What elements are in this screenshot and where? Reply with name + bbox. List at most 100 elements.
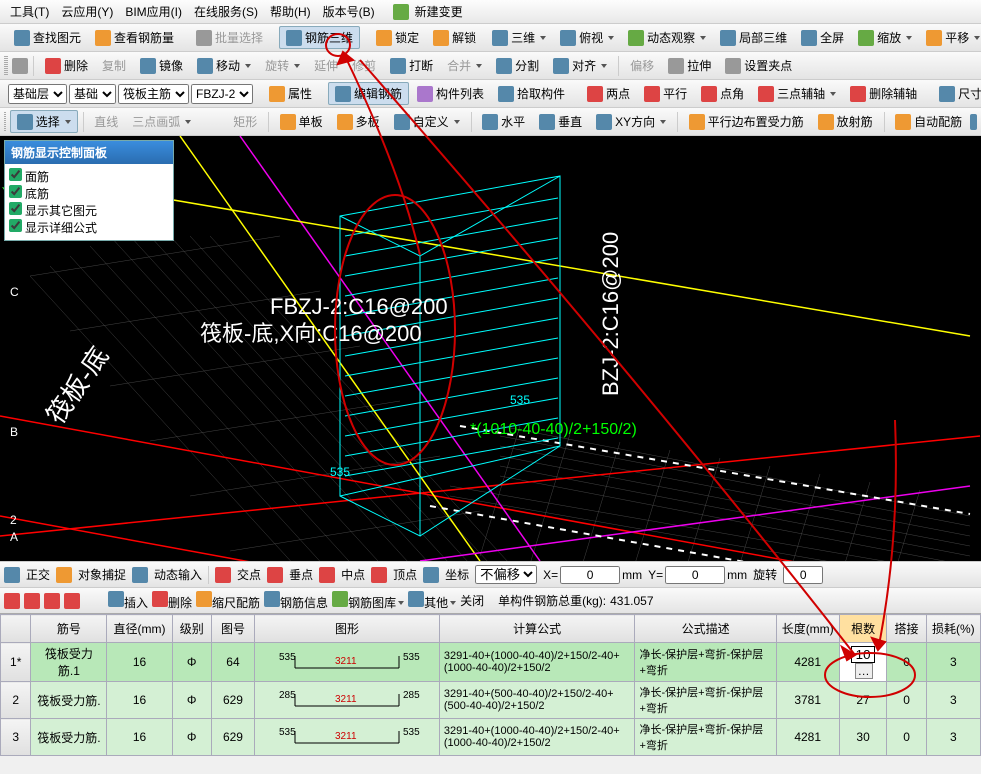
parallel-button[interactable]: 平行 xyxy=(638,83,693,104)
dyn-label[interactable]: 动态输入 xyxy=(154,566,202,583)
xy-dir-button[interactable]: XY方向 xyxy=(590,111,672,132)
line-button[interactable]: 直线 xyxy=(88,111,124,132)
panel-check-2[interactable]: 显示其它图元 xyxy=(9,202,169,219)
rebar-grid[interactable]: 筋号 直径(mm) 级别 图号 图形 计算公式 公式描述 长度(mm) 根数 搭… xyxy=(0,613,981,756)
floor-combo[interactable]: 基础层 xyxy=(8,84,67,104)
merge-button[interactable]: 合并 xyxy=(441,55,488,76)
view-rebar-qty-button[interactable]: 查看钢筋量 xyxy=(89,27,180,48)
single-slab-button[interactable]: 单板 xyxy=(274,111,329,132)
move-button[interactable]: 移动 xyxy=(191,55,257,76)
rect-button[interactable]: 矩形 xyxy=(227,111,263,132)
point-angle-button[interactable]: 点角 xyxy=(695,83,750,104)
find-element-button[interactable]: 查找图元 xyxy=(8,27,87,48)
mid-icon[interactable] xyxy=(319,567,335,583)
rebar-3d-button[interactable]: 钢筋三维 xyxy=(279,26,360,49)
parallel-edge-button[interactable]: 平行边布置受力筋 xyxy=(683,111,810,132)
other-button[interactable]: 其他 xyxy=(408,591,456,611)
delete-aux-button[interactable]: 删除辅轴 xyxy=(844,83,923,104)
fullscreen-button[interactable]: 全屏 xyxy=(795,27,850,48)
table-row[interactable]: 1*筏板受力筋.116Φ64 535 3211 535 3291-40+(100… xyxy=(1,643,981,682)
osnap-icon[interactable] xyxy=(56,567,72,583)
nav-prev-icon[interactable] xyxy=(24,593,40,609)
select-button[interactable]: 选择 xyxy=(10,110,78,133)
radial-button[interactable]: 放射筋 xyxy=(812,111,879,132)
ruler-button[interactable]: 尺寸标 xyxy=(933,83,981,104)
menu-help[interactable]: 帮助(H) xyxy=(264,3,317,20)
three-point-aux-button[interactable]: 三点辅轴 xyxy=(752,83,842,104)
int-icon[interactable] xyxy=(215,567,231,583)
rebar-display-panel[interactable]: 钢筋显示控制面板 面筋 底筋 显示其它图元 显示详细公式 xyxy=(4,140,174,241)
offset-button[interactable]: 偏移 xyxy=(624,55,660,76)
coord-icon[interactable] xyxy=(423,567,439,583)
menu-new-change[interactable]: 新建变更 xyxy=(409,3,469,20)
mirror-button[interactable]: 镜像 xyxy=(134,55,189,76)
table-row[interactable]: 2筏板受力筋.16Φ629 285 3211 285 3291-40+(500-… xyxy=(1,682,981,719)
delete-row-button[interactable]: 删除 xyxy=(152,591,192,611)
nav-last-icon[interactable] xyxy=(64,593,80,609)
offset-combo[interactable]: 不偏移 xyxy=(475,565,537,584)
name-combo[interactable]: FBZJ-2 xyxy=(191,84,253,104)
menu-cloud[interactable]: 云应用(Y) xyxy=(55,3,119,20)
view-3d-button[interactable]: 三维 xyxy=(486,27,552,48)
zoom-button[interactable]: 缩放 xyxy=(852,27,918,48)
scale-rebar-button[interactable]: 缩尺配筋 xyxy=(196,591,260,611)
y-input[interactable] xyxy=(665,566,725,584)
insert-button[interactable]: 插入 xyxy=(108,591,148,611)
count-input[interactable] xyxy=(851,646,875,663)
batch-select-button[interactable]: 批量选择 xyxy=(190,27,269,48)
two-point-button[interactable]: 两点 xyxy=(581,83,636,104)
subtype-combo[interactable]: 筏板主筋 xyxy=(118,84,189,104)
edit-rebar-button[interactable]: 编辑钢筋 xyxy=(328,82,409,105)
rotate-button[interactable]: 旋转 xyxy=(259,55,306,76)
set-grip-button[interactable]: 设置夹点 xyxy=(719,55,798,76)
top-view-button[interactable]: 俯视 xyxy=(554,27,620,48)
table-row[interactable]: 3筏板受力筋.16Φ629 535 3211 535 3291-40+(1000… xyxy=(1,719,981,756)
delete-button[interactable]: 删除 xyxy=(39,55,94,76)
dyn-icon[interactable] xyxy=(132,567,148,583)
multi-slab-button[interactable]: 多板 xyxy=(331,111,386,132)
close-button[interactable]: 关闭 xyxy=(460,592,484,609)
local-3d-button[interactable]: 局部三维 xyxy=(714,27,793,48)
arc-button[interactable]: 三点画弧 xyxy=(126,111,197,132)
x-input[interactable] xyxy=(560,566,620,584)
end-icon[interactable] xyxy=(371,567,387,583)
rebar-lib-button[interactable]: 钢筋图库 xyxy=(332,591,404,611)
type-combo[interactable]: 基础 xyxy=(69,84,116,104)
auto-layout-button[interactable]: 自动配筋 xyxy=(889,111,968,132)
lock-button[interactable]: 锁定 xyxy=(370,27,425,48)
copy-button[interactable]: 复制 xyxy=(96,55,132,76)
la-stretch-button[interactable]: 拉伸 xyxy=(662,55,717,76)
viewport-3d[interactable]: *(1010-40-40)/2+150/2) FBZJ-2:C16@200 筏板… xyxy=(0,136,981,561)
align-button[interactable]: 对齐 xyxy=(547,55,613,76)
osnap-label[interactable]: 对象捕捉 xyxy=(78,566,126,583)
menu-bim[interactable]: BIM应用(I) xyxy=(119,3,188,20)
rotate-input[interactable] xyxy=(783,566,823,584)
panel-check-3[interactable]: 显示详细公式 xyxy=(9,219,169,236)
custom-button[interactable]: 自定义 xyxy=(388,111,466,132)
properties-button[interactable]: 属性 xyxy=(263,83,318,104)
nav-first-icon[interactable] xyxy=(4,593,20,609)
dyn-observe-button[interactable]: 动态观察 xyxy=(622,27,712,48)
break-button[interactable]: 打断 xyxy=(384,55,439,76)
stretch-button[interactable]: 延伸 xyxy=(308,55,344,76)
panel-check-1[interactable]: 底筋 xyxy=(9,185,169,202)
panel-check-0[interactable]: 面筋 xyxy=(9,168,169,185)
split-button[interactable]: 分割 xyxy=(490,55,545,76)
nav-next-icon[interactable] xyxy=(44,593,60,609)
extra2-icon[interactable] xyxy=(970,114,977,130)
more-button[interactable]: … xyxy=(855,663,873,679)
perp-icon[interactable] xyxy=(267,567,283,583)
menu-tools[interactable]: 工具(T) xyxy=(4,3,55,20)
component-list-button[interactable]: 构件列表 xyxy=(411,83,490,104)
unlock-button[interactable]: 解锁 xyxy=(427,27,482,48)
ortho-label[interactable]: 正交 xyxy=(26,566,50,583)
rebar-info-button[interactable]: 钢筋信息 xyxy=(264,591,328,611)
menu-online[interactable]: 在线服务(S) xyxy=(188,3,264,20)
vertical-button[interactable]: 垂直 xyxy=(533,111,588,132)
panel-title[interactable]: 钢筋显示控制面板 xyxy=(5,141,173,164)
menu-version[interactable]: 版本号(B) xyxy=(317,3,381,20)
horizontal-button[interactable]: 水平 xyxy=(476,111,531,132)
ortho-icon[interactable] xyxy=(4,567,20,583)
undo-icon[interactable] xyxy=(12,58,28,74)
trim-button[interactable]: 修剪 xyxy=(346,55,382,76)
